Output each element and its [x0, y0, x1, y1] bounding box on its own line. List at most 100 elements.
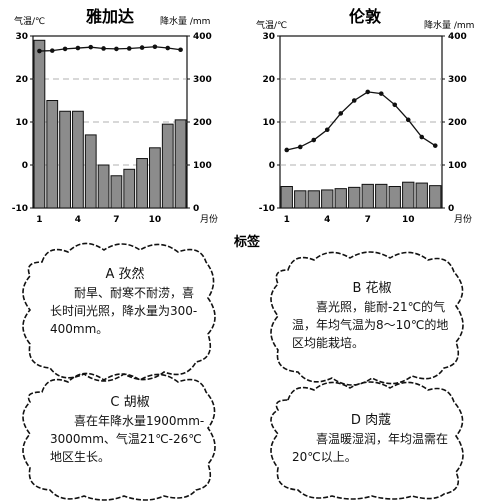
y-tick-label-left: 30 — [262, 32, 275, 42]
temp-point — [37, 48, 42, 54]
y-tick-label-left: 20 — [262, 75, 275, 85]
y-tick-label-left: -10 — [259, 204, 275, 214]
card-c-cloud — [22, 372, 216, 501]
card-outlines — [22, 242, 464, 501]
y-tick-label-right: 300 — [448, 75, 467, 85]
precip-bar — [72, 110, 84, 209]
chart-title: 雅加达 — [85, 7, 134, 26]
card-b-body: 喜光照，能耐-21℃的气温，年均气温为8～10℃的地区均能栽培。 — [292, 300, 449, 350]
temp-point — [101, 46, 106, 51]
precip-bar — [84, 134, 97, 209]
y-tick-label-left: -10 — [12, 204, 28, 214]
temp-point — [126, 46, 132, 51]
temp-line — [284, 89, 438, 153]
card-b-cloud — [270, 251, 464, 386]
precip-bar — [59, 110, 71, 209]
card-b: B 花椒 喜光照，能耐-21℃的气温，年均气温为8～10℃的地区均能栽培。 — [292, 280, 452, 352]
y-tick-label-right: 200 — [448, 118, 467, 128]
precip-bar — [161, 123, 174, 209]
temp-point — [284, 147, 290, 153]
precip-bar — [174, 119, 187, 209]
temp-point — [311, 137, 317, 143]
precip-bar — [321, 189, 334, 209]
temp-point — [432, 143, 438, 148]
temp-point — [338, 111, 344, 116]
precip-bar — [348, 186, 361, 209]
precip-bar — [97, 164, 110, 209]
temp-point — [62, 46, 68, 52]
card-d-cloud — [270, 381, 464, 500]
x-ticks: 1 4 7 10 — [36, 215, 161, 225]
precip-bar — [415, 182, 428, 209]
temp-polyline — [39, 46, 181, 52]
x-tick-label: 10 — [402, 215, 415, 225]
temp-point — [152, 44, 158, 50]
x-tick-label: 7 — [113, 215, 119, 225]
precip-bar — [429, 185, 442, 209]
x-axis-label: 月份 — [200, 213, 218, 225]
temp-point — [365, 89, 371, 95]
x-tick-label: 1 — [284, 215, 290, 225]
y-ticks-left: 30 20 10 0 -10 — [12, 32, 33, 214]
precip-bar — [361, 183, 374, 209]
precip-bar — [375, 183, 388, 209]
precip-bar — [402, 181, 415, 209]
y-tick-label-right: 0 — [448, 204, 454, 214]
temp-point — [419, 134, 425, 140]
precip-bar — [46, 100, 59, 209]
temp-line — [37, 44, 183, 54]
y-axis-left-label: 气温/℃ — [256, 19, 287, 31]
temp-point — [392, 102, 398, 108]
card-d: D 肉蔻 喜温暖湿润，年均温需在20℃以上。 — [292, 412, 450, 466]
y-tick-label-right: 0 — [193, 204, 199, 214]
y-tick-label-right: 400 — [448, 32, 467, 42]
card-a-cloud — [22, 242, 216, 382]
card-d-body: 喜温暖湿润，年均温需在20℃以上。 — [292, 432, 449, 464]
y-tick-label-right: 100 — [193, 161, 212, 171]
y-axis-right-label: 降水量 /mm — [424, 19, 474, 31]
card-d-title: D 肉蔻 — [350, 413, 392, 428]
y-tick-label-left: 0 — [22, 161, 28, 171]
temp-point — [75, 45, 81, 51]
y-axis-left-label: 气温/℃ — [14, 15, 45, 27]
temp-point — [405, 117, 411, 123]
y-ticks-right: 400 300 200 100 0 — [187, 32, 212, 214]
precip-bars — [280, 181, 442, 209]
y-tick-label-right: 400 — [193, 32, 212, 42]
card-a: A 孜然 耐旱、耐寒不耐涝，喜长时间光照，降水量为300-400mm。 — [50, 266, 200, 338]
precip-bar — [280, 186, 293, 209]
precip-bar — [294, 190, 307, 209]
x-axis-label: 月份 — [454, 213, 472, 225]
y-tick-label-left: 10 — [15, 118, 28, 128]
temp-point — [324, 127, 330, 133]
y-tick-label-left: 20 — [15, 75, 28, 85]
x-tick-label: 1 — [36, 215, 42, 225]
precip-bar — [110, 175, 123, 209]
grid-lines — [280, 78, 442, 166]
precip-bar — [307, 190, 320, 209]
precip-bar — [334, 188, 347, 209]
section-title: 标签 — [233, 234, 261, 250]
x-tick-label: 7 — [365, 215, 371, 225]
card-c-title: C 胡椒 — [110, 395, 150, 410]
temp-point — [49, 48, 55, 53]
temp-polyline — [286, 91, 436, 151]
y-tick-label-right: 200 — [193, 118, 212, 128]
precip-bar — [388, 186, 401, 209]
temp-point — [378, 91, 384, 96]
x-tick-label: 4 — [75, 215, 81, 225]
temp-point — [178, 47, 183, 53]
precip-bar — [149, 147, 161, 209]
y-tick-label-right: 300 — [193, 75, 212, 85]
y-ticks-left: 30 20 10 0 -10 — [259, 32, 280, 214]
card-c-body: 喜在年降水量1900mm-3000mm、气温21℃-26℃地区生长。 — [50, 414, 205, 464]
temp-point — [351, 98, 357, 103]
precip-bar — [123, 168, 136, 209]
temp-point — [139, 45, 145, 50]
x-tick-label: 4 — [324, 215, 330, 225]
temp-point — [88, 44, 94, 50]
precip-bar — [33, 39, 46, 209]
